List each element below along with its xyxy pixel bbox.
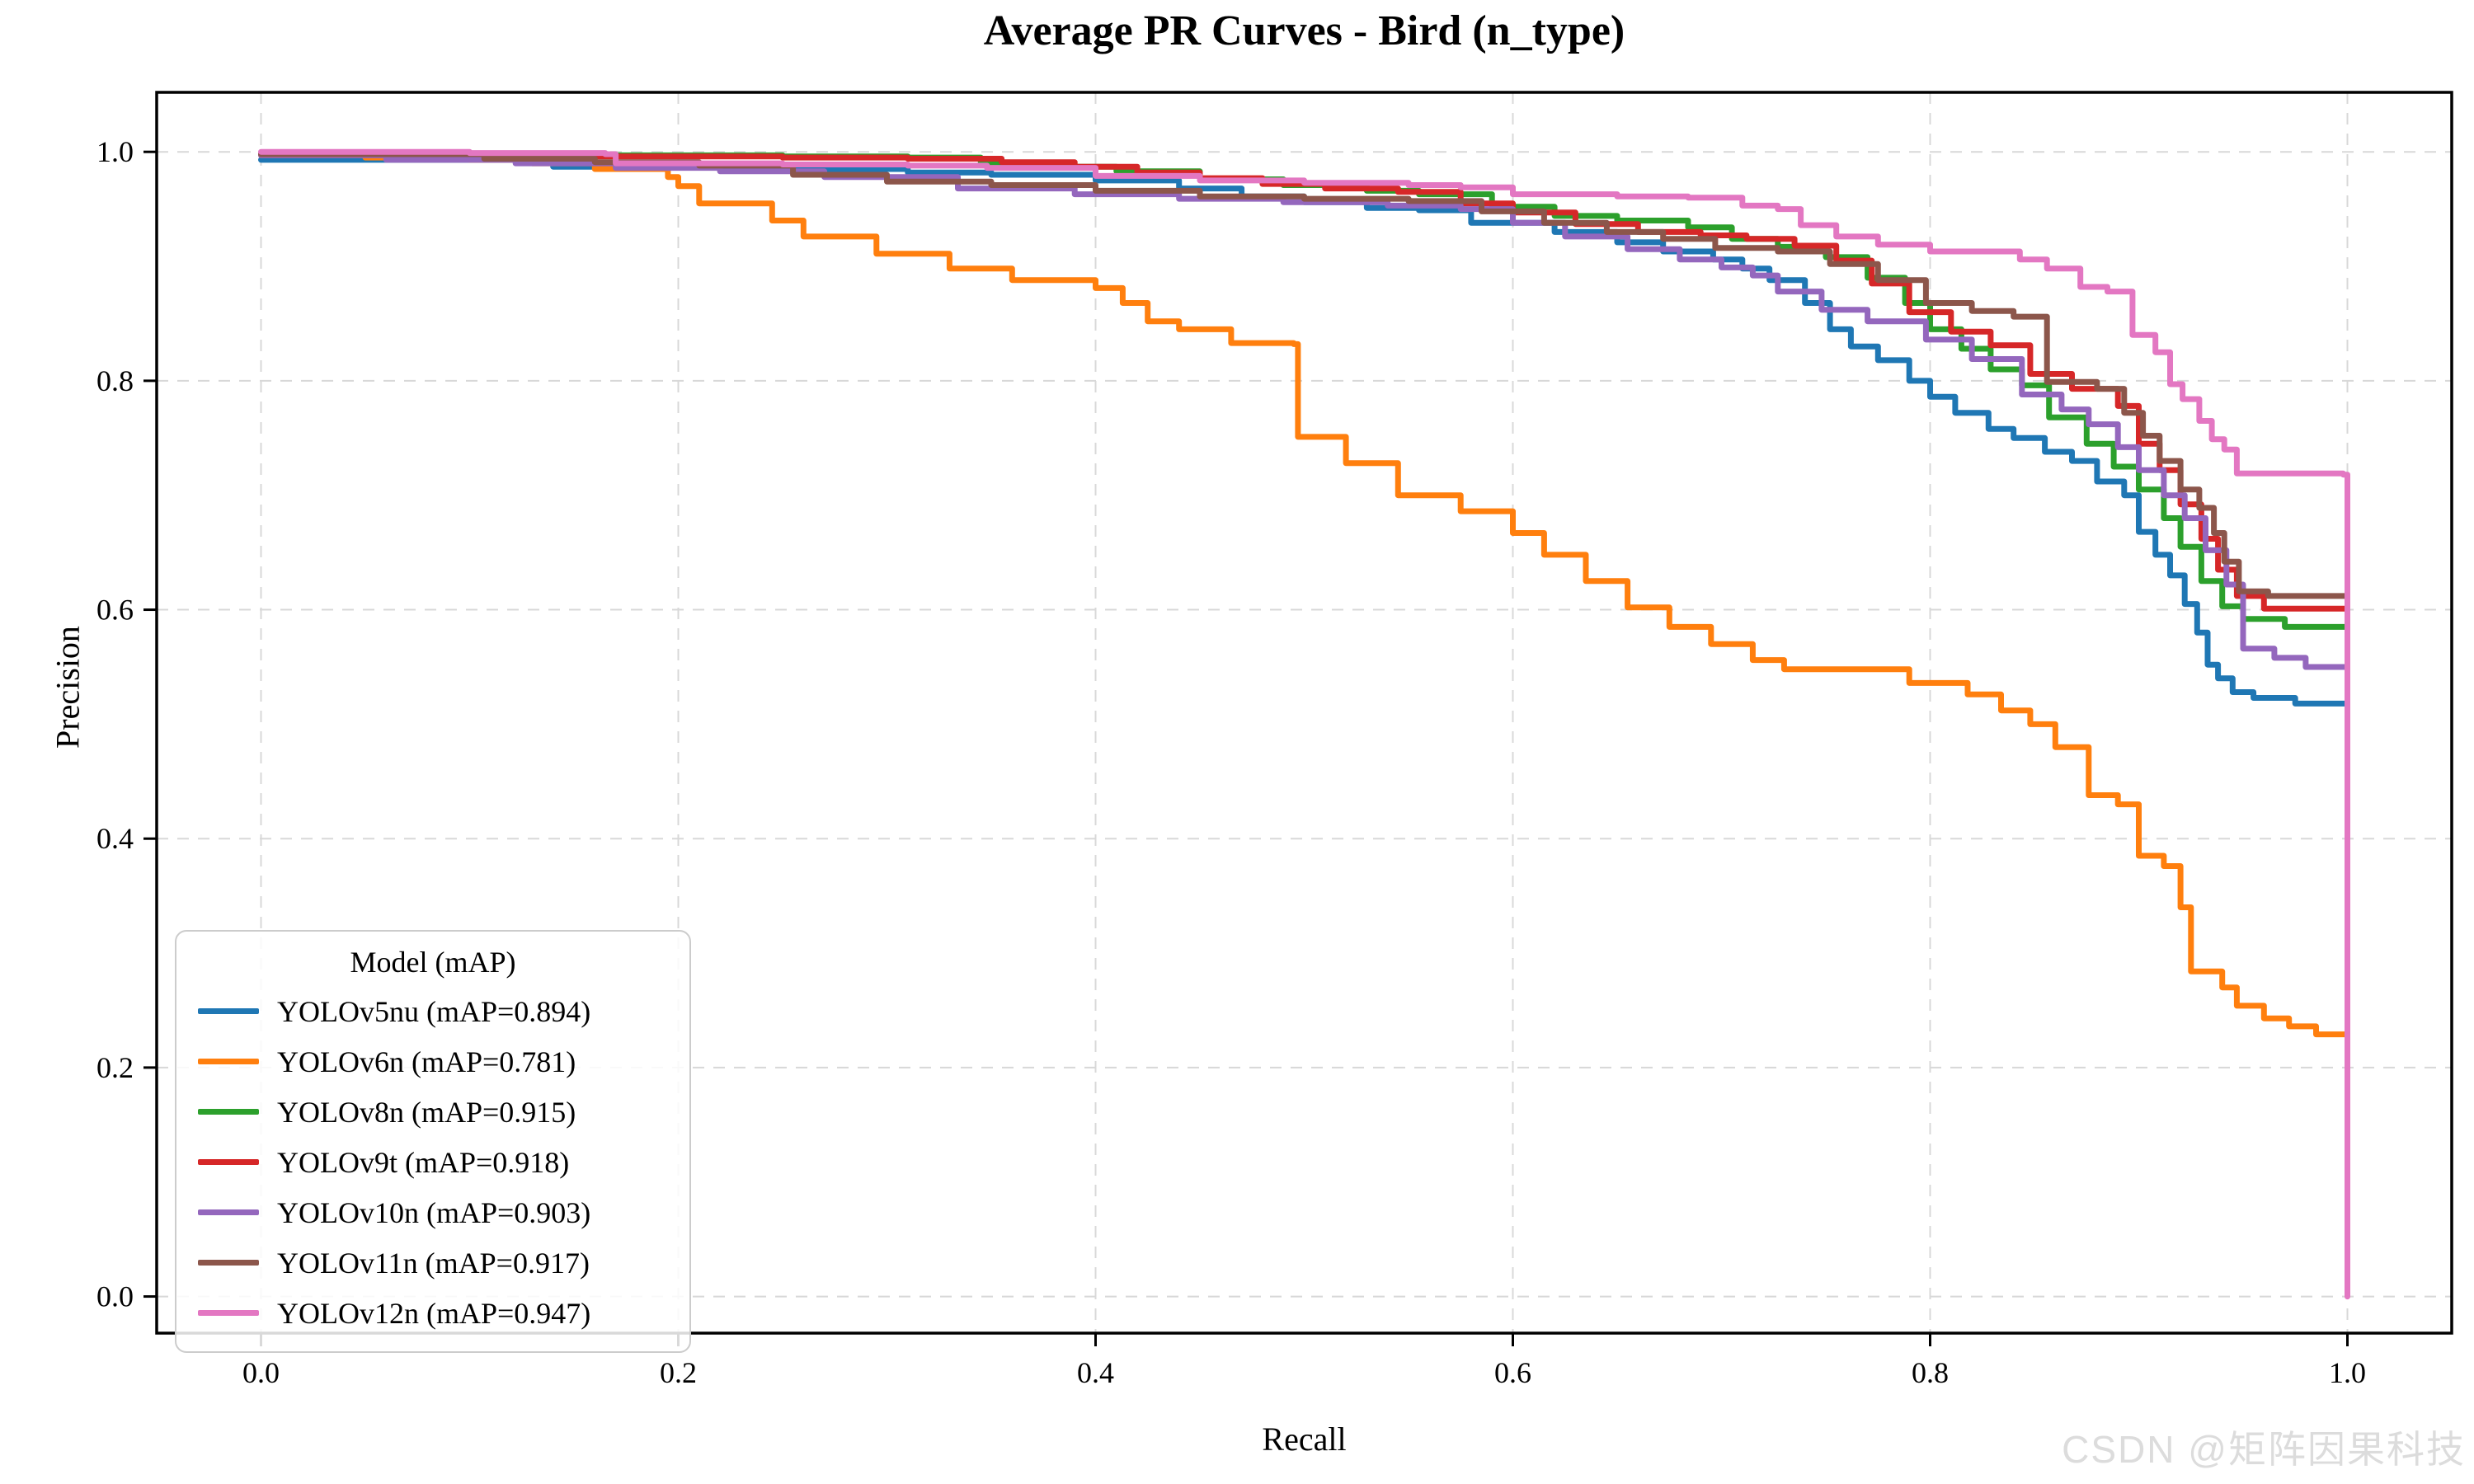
y-tick-label: 0.6 [96, 594, 134, 627]
legend-item-YOLOv6n: YOLOv6n (mAP=0.781) [198, 1036, 668, 1087]
legend-title: Model (mAP) [350, 946, 516, 979]
legend-label: YOLOv5nu (mAP=0.894) [277, 994, 591, 1028]
x-tick-label: 0.4 [1077, 1356, 1114, 1389]
pr-curve-YOLOv12n [258, 148, 2350, 1300]
y-tick-label: 0.2 [96, 1051, 134, 1084]
page-title: Average PR Curves - Bird (n_type) [983, 7, 1625, 54]
legend-item-YOLOv11n: YOLOv11n (mAP=0.917) [198, 1237, 668, 1288]
legend-label: YOLOv8n (mAP=0.915) [277, 1095, 576, 1129]
pr-curve-YOLOv6n [258, 152, 2350, 1045]
legend-item-YOLOv12n: YOLOv12n (mAP=0.947) [198, 1288, 668, 1338]
legend-rows: YOLOv5nu (mAP=0.894) YOLOv6n (mAP=0.781) Y… [198, 986, 668, 1338]
y-tick-label: 1.0 [96, 135, 134, 168]
x-tick-label: 0.6 [1494, 1356, 1531, 1389]
x-tick-label: 0.2 [660, 1356, 697, 1389]
plot-border [155, 91, 2453, 1335]
pr-curve-YOLOv10n [258, 152, 2350, 680]
y-tick-label: 0.0 [96, 1280, 134, 1313]
legend-swatch-YOLOv10n [198, 1209, 259, 1215]
x-tick-label: 0.0 [242, 1356, 280, 1389]
legend-label: YOLOv11n (mAP=0.917) [277, 1246, 590, 1280]
y-tick-label: 0.8 [96, 364, 134, 397]
legend-item-YOLOv9t: YOLOv9t (mAP=0.918) [198, 1137, 668, 1187]
legend-item-YOLOv5nu: YOLOv5nu (mAP=0.894) [198, 986, 668, 1036]
legend-box: Model (mAP) YOLOv5nu (mAP=0.894) YOLOv6n … [175, 930, 691, 1353]
x-axis-label: Recall [1262, 1421, 1347, 1458]
legend-swatch-YOLOv12n [198, 1310, 259, 1316]
legend-swatch-YOLOv5nu [198, 1008, 259, 1014]
x-tick-label: 0.8 [1912, 1356, 1949, 1389]
y-tick-label: 0.4 [96, 822, 134, 855]
watermark: CSDN @矩阵因果科技 [2062, 1428, 2466, 1471]
y-axis-label: Precision [49, 626, 87, 749]
x-tick-label: 1.0 [2329, 1356, 2366, 1389]
pr-curve-YOLOv5nu [258, 157, 2350, 711]
legend-item-YOLOv8n: YOLOv8n (mAP=0.915) [198, 1087, 668, 1137]
legend-swatch-YOLOv8n [198, 1109, 259, 1115]
legend-label: YOLOv9t (mAP=0.918) [277, 1145, 570, 1179]
legend-swatch-YOLOv11n [198, 1260, 259, 1266]
legend-label: YOLOv10n (mAP=0.903) [277, 1195, 591, 1229]
pr-curve-YOLOv11n [258, 151, 2350, 603]
legend-item-YOLOv10n: YOLOv10n (mAP=0.903) [198, 1187, 668, 1237]
legend-swatch-YOLOv6n [198, 1059, 259, 1064]
legend-label: YOLOv12n (mAP=0.947) [277, 1296, 591, 1330]
legend-label: YOLOv6n (mAP=0.781) [277, 1045, 576, 1078]
legend-swatch-YOLOv9t [198, 1159, 259, 1165]
